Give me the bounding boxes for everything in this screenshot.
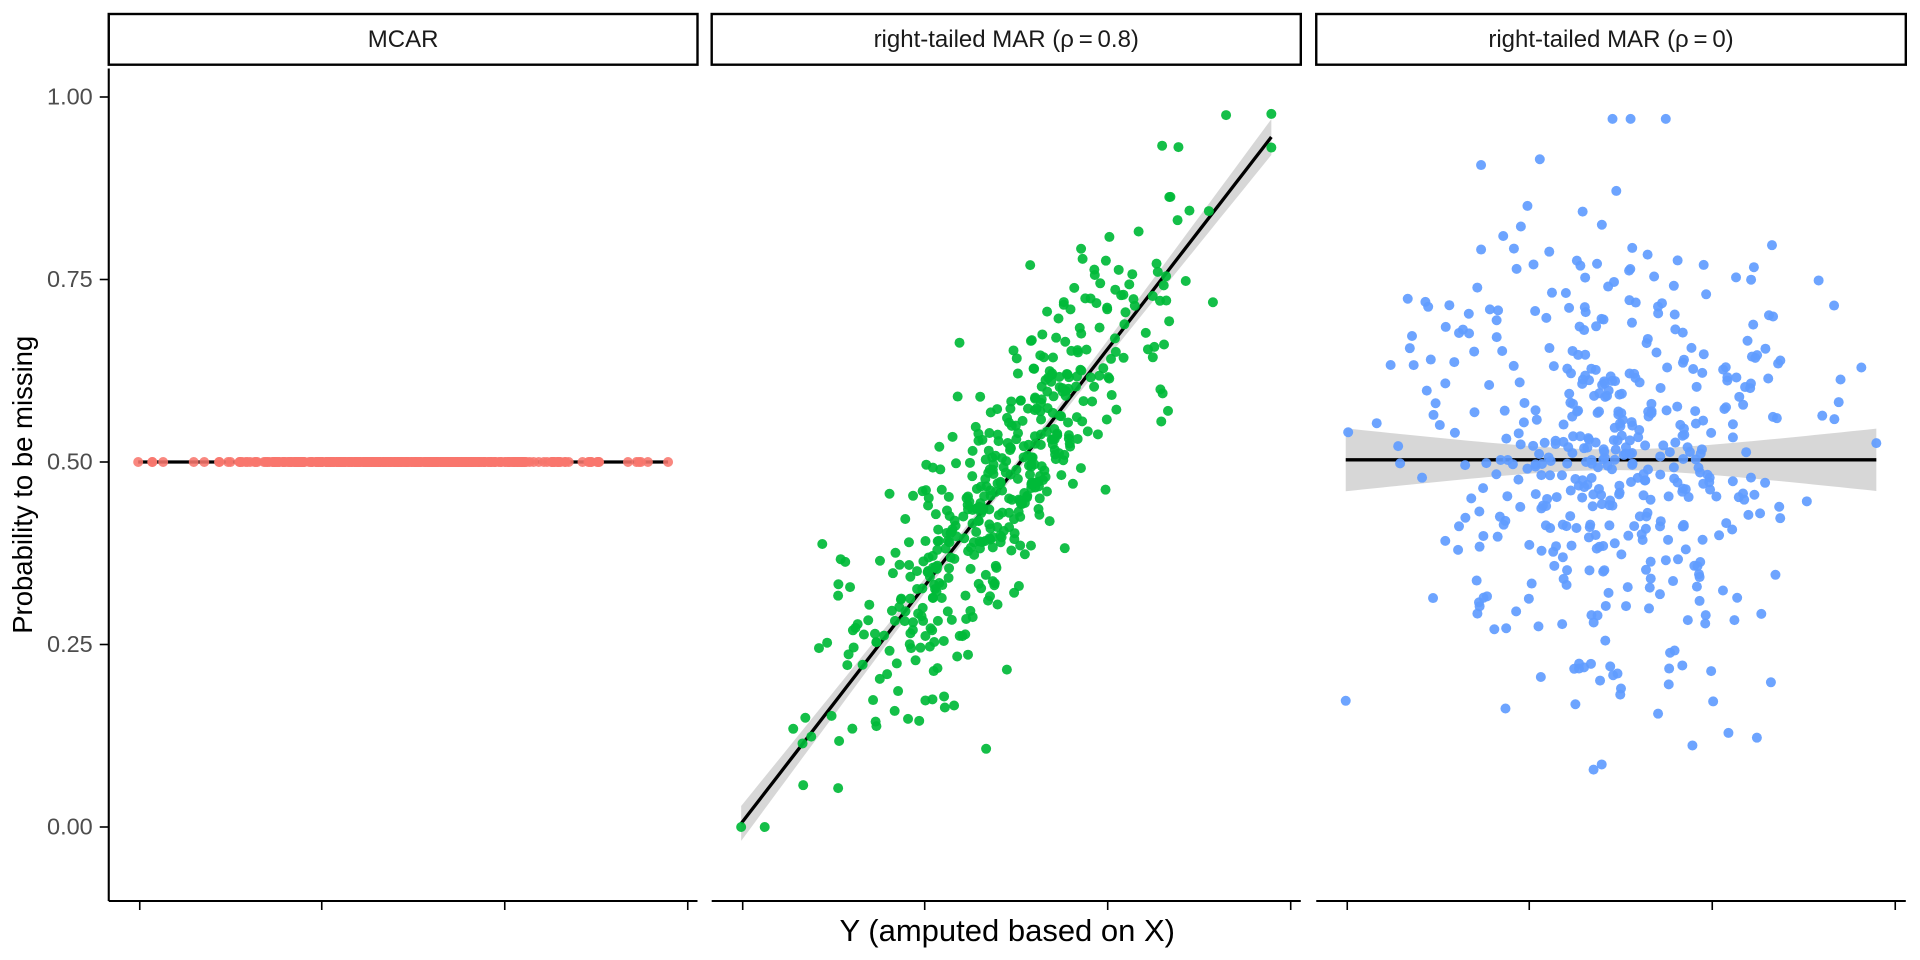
svg-text:right-tailed MAR (ρ = 0.8): right-tailed MAR (ρ = 0.8) — [874, 26, 1139, 53]
svg-text:Y (amputed based on X): Y (amputed based on X) — [840, 913, 1175, 948]
svg-text:0.25: 0.25 — [47, 631, 93, 657]
svg-text:MCAR: MCAR — [368, 26, 439, 53]
svg-text:0.50: 0.50 — [47, 449, 93, 475]
svg-text:Probability to be missing: Probability to be missing — [7, 336, 38, 634]
svg-text:right-tailed MAR (ρ = 0): right-tailed MAR (ρ = 0) — [1488, 26, 1733, 53]
svg-text:1.00: 1.00 — [47, 84, 93, 110]
svg-text:0.75: 0.75 — [47, 266, 93, 292]
svg-text:0.00: 0.00 — [47, 814, 93, 840]
